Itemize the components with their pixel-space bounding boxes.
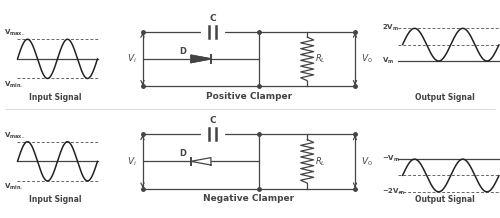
Text: Positive Clamper: Positive Clamper (206, 92, 292, 100)
Text: $\mathbf{2V_m}$: $\mathbf{2V_m}$ (382, 23, 398, 33)
Text: Negative Clamper: Negative Clamper (203, 194, 294, 203)
Text: $\mathbf{V_{max.}}$: $\mathbf{V_{max.}}$ (4, 130, 24, 141)
Polygon shape (191, 158, 211, 165)
Text: Output Signal: Output Signal (414, 195, 474, 204)
Text: Input Signal: Input Signal (29, 93, 81, 102)
Text: $\mathbf{-V_m}$: $\mathbf{-V_m}$ (382, 154, 400, 164)
Text: $\mathbf{V_{min.}}$: $\mathbf{V_{min.}}$ (4, 182, 22, 192)
Text: $\mathbf{-2V_m}$: $\mathbf{-2V_m}$ (382, 187, 404, 197)
Text: $V_0$: $V_0$ (361, 53, 373, 65)
Text: $R_L$: $R_L$ (315, 155, 326, 168)
Polygon shape (191, 55, 211, 63)
Text: C: C (210, 116, 216, 125)
Text: $R_L$: $R_L$ (315, 53, 326, 65)
Text: $V_i$: $V_i$ (126, 155, 136, 168)
Text: $\mathbf{V_{max.}}$: $\mathbf{V_{max.}}$ (4, 28, 24, 38)
Text: D: D (179, 47, 186, 56)
Text: $V_0$: $V_0$ (361, 155, 373, 168)
Text: Output Signal: Output Signal (414, 93, 474, 102)
Text: $\mathbf{V_m}$: $\mathbf{V_m}$ (382, 56, 394, 66)
Text: Input Signal: Input Signal (29, 195, 81, 204)
Text: $V_i$: $V_i$ (126, 53, 136, 65)
Text: $\mathbf{V_{min.}}$: $\mathbf{V_{min.}}$ (4, 80, 22, 90)
Text: C: C (210, 14, 216, 23)
Text: D: D (179, 149, 186, 158)
